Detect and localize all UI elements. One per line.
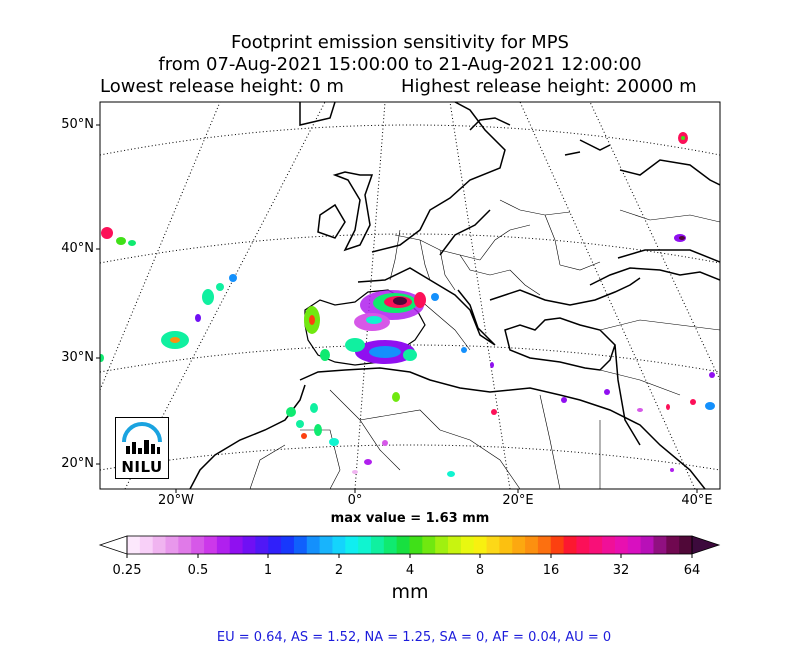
colorbar-cell <box>409 536 423 554</box>
colorbar-cell <box>396 536 410 554</box>
coastlines <box>189 102 720 489</box>
colorbar-cell <box>165 536 179 554</box>
title-line-2: from 07-Aug-2021 15:00:00 to 21-Aug-2021… <box>158 54 642 75</box>
colorbar-cell <box>576 536 590 554</box>
lat-label-50n: 50°N <box>61 117 94 132</box>
lon-label-40e: 40°E <box>681 493 713 508</box>
colorbar-cell <box>204 536 218 554</box>
colorbar-cell <box>242 536 256 554</box>
colorbar-cell <box>460 536 475 554</box>
colorbar-cell <box>216 536 231 554</box>
colorbar-cell <box>602 536 616 554</box>
colorbar-cell <box>383 536 398 554</box>
colorbar-cell <box>589 536 603 554</box>
lon-label-20e: 20°E <box>502 493 534 508</box>
country-borders <box>249 199 720 489</box>
lon-label-20w: 20°W <box>158 493 194 508</box>
colorbar-cell <box>550 536 564 554</box>
colorbar-cell <box>293 536 308 554</box>
nilu-logo-text: NILU <box>121 458 163 476</box>
colorbar-cell <box>653 536 667 554</box>
colorbar-cell <box>563 536 577 554</box>
colorbar-cell <box>358 536 372 554</box>
graticule <box>100 102 720 489</box>
lat-label-20n: 20°N <box>61 456 94 471</box>
sensitivity-field <box>100 132 715 477</box>
colorbar-cell <box>640 536 654 554</box>
colorbar-cell <box>512 536 526 554</box>
colorbar-under-arrow <box>98 535 128 555</box>
lat-label-40n: 40°N <box>61 241 94 256</box>
colorbar-over-arrow <box>691 535 721 555</box>
lon-label-0: 0° <box>347 493 363 508</box>
lowest-release-height: Lowest release height: 0 m <box>100 76 344 97</box>
colorbar-tick-label: 8 <box>475 563 485 578</box>
colorbar-cell <box>370 536 385 554</box>
colorbar-cell <box>435 536 449 554</box>
colorbar-cell <box>422 536 436 554</box>
colorbar-cell <box>229 536 243 554</box>
highest-release-height: Highest release height: 20000 m <box>401 76 697 97</box>
region-statistics: EU = 0.64, AS = 1.52, NA = 1.25, SA = 0,… <box>216 630 612 645</box>
colorbar-cell <box>537 536 552 554</box>
colorbar-tick-label: 16 <box>542 563 560 578</box>
colorbar-tick-label: 32 <box>612 563 630 578</box>
colorbar-cell <box>499 536 513 554</box>
colorbar-cell <box>448 536 462 554</box>
nilu-logo: NILU <box>115 417 169 479</box>
colorbar-cell <box>473 536 487 554</box>
colorbar-tick-label: 0.25 <box>112 563 142 578</box>
colorbar-cell <box>281 536 295 554</box>
colorbar-unit: mm <box>391 581 429 603</box>
colorbar-cell <box>627 536 642 554</box>
colorbar-cell <box>319 536 333 554</box>
colorbar-cell <box>191 536 205 554</box>
colorbar-cell <box>255 536 269 554</box>
lat-label-30n: 30°N <box>61 350 94 365</box>
colorbar-cell <box>679 536 693 554</box>
colorbar-cell <box>152 536 166 554</box>
title-line-1: Footprint emission sensitivity for MPS <box>231 32 569 53</box>
colorbar-cell <box>306 536 321 554</box>
map-frame <box>99 101 721 490</box>
colorbar-tick-label: 2 <box>334 563 344 578</box>
colorbar-tick-label: 64 <box>683 563 701 578</box>
max-value-label: max value = 1.63 mm <box>330 511 490 526</box>
colorbar-cell <box>345 536 359 554</box>
colorbar-cell <box>127 536 141 554</box>
colorbar-cell <box>614 536 629 554</box>
colorbar-cell <box>486 536 500 554</box>
colorbar-cell <box>332 536 346 554</box>
colorbar-tick-label: 1 <box>263 563 273 578</box>
colorbar-tick-label: 4 <box>405 563 415 578</box>
colorbar-cell <box>178 536 192 554</box>
colorbar-cell <box>268 536 282 554</box>
colorbar-cell <box>525 536 539 554</box>
colorbar-tick-label: 0.5 <box>187 563 209 578</box>
colorbar-cell <box>139 536 154 554</box>
colorbar-cell <box>666 536 680 554</box>
